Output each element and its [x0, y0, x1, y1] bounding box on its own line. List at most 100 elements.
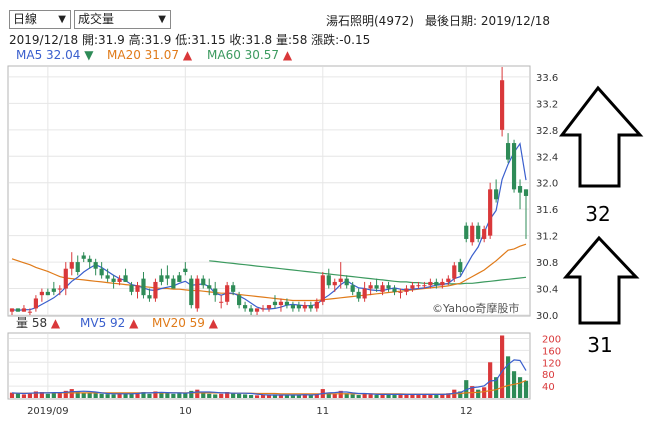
- candle-body: [470, 225, 475, 243]
- price-grid: [9, 67, 529, 316]
- volume-bar: [362, 393, 367, 398]
- volume-bars: [9, 335, 529, 398]
- candle-body: [207, 285, 212, 289]
- price-tick-label: 30.0: [536, 311, 558, 322]
- candle-body: [93, 262, 98, 269]
- volume-bar: [141, 392, 146, 398]
- period-select-value: 日線: [13, 12, 38, 26]
- volume-bar: [51, 392, 56, 398]
- candle-body: [458, 262, 463, 273]
- price-tick-label: 31.2: [536, 232, 558, 243]
- candle-body: [266, 305, 272, 309]
- candle-body: [290, 305, 295, 309]
- volume-bar: [494, 377, 499, 398]
- volume-bar: [219, 393, 224, 398]
- candle-body: [69, 262, 74, 269]
- indicator-select[interactable]: 成交量 ▼: [74, 10, 171, 29]
- candle-body: [111, 278, 116, 282]
- moving-average-lines: [11, 142, 527, 312]
- volume-bar: [207, 393, 212, 398]
- candle-body: [260, 308, 266, 310]
- candle-body: [15, 308, 21, 312]
- volume-bar: [260, 395, 266, 398]
- candle-body: [219, 301, 224, 303]
- candle-body: [183, 268, 188, 273]
- volume-bar: [21, 394, 27, 398]
- mv5-legend-text: MV5 92: [80, 316, 125, 330]
- candle-body: [523, 189, 529, 196]
- volume-grid: [9, 334, 529, 398]
- candle-body: [338, 278, 343, 282]
- volume-bar: [153, 391, 158, 398]
- volume-bar: [27, 393, 33, 398]
- candle-body: [141, 278, 146, 296]
- volume-bar: [189, 390, 194, 398]
- volume-bar: [248, 395, 254, 398]
- candle-body: [39, 291, 44, 296]
- candle-body: [517, 186, 523, 193]
- volume-bar: [201, 392, 206, 398]
- latest-date: 最後日期: 2019/12/18: [425, 14, 551, 28]
- volume-bar: [428, 394, 433, 398]
- candle-body: [165, 275, 170, 279]
- ma60-legend: MA60 30.57 ▲: [207, 48, 292, 62]
- candle-body: [296, 305, 301, 309]
- candle-body: [171, 278, 176, 289]
- candle-body: [123, 275, 128, 282]
- volume-bar: [15, 393, 21, 398]
- quote-high: 高:31.9: [128, 33, 172, 47]
- price-tick-label: 33.6: [536, 73, 558, 84]
- volume-bar: [171, 393, 176, 398]
- candle-body: [57, 288, 62, 290]
- volume-bar: [272, 394, 278, 398]
- stock-name: 湯石照明(4972): [326, 14, 414, 28]
- mv5-legend-label: MV5 92 ▲: [80, 316, 139, 330]
- volume-bar: [374, 395, 379, 398]
- volume-bar: [159, 392, 164, 398]
- volume-bar: [517, 377, 523, 398]
- candle-body: [99, 268, 104, 276]
- volume-bar: [332, 393, 337, 398]
- chevron-down-icon: ▼: [58, 14, 66, 25]
- volume-bar: [380, 393, 385, 398]
- candle-body: [272, 301, 278, 306]
- candle-body: [33, 298, 38, 309]
- candle-body: [147, 295, 152, 299]
- volume-bar: [416, 395, 421, 398]
- volume-bar: [500, 335, 505, 398]
- date-tick-label: 2019/09: [27, 406, 69, 417]
- volume-bar: [505, 356, 511, 398]
- candle-body: [248, 308, 254, 312]
- candle-body: [392, 288, 397, 292]
- volume-bar: [266, 394, 272, 398]
- volume-tick-label: 40: [542, 382, 555, 393]
- candle-body: [153, 281, 158, 299]
- volume-bar: [243, 394, 248, 398]
- ma20-legend: MA20 31.07 ▲: [107, 48, 192, 62]
- volume-bar: [57, 393, 62, 398]
- period-select[interactable]: 日線 ▼: [9, 10, 71, 29]
- volume-bar: [99, 393, 104, 398]
- volume-bar: [278, 395, 284, 398]
- candle-body: [476, 225, 481, 239]
- ma60-line: [209, 260, 527, 285]
- volume-bar: [488, 362, 493, 398]
- volume-tick-label: 120: [542, 358, 561, 369]
- quote-row: 2019/12/18 開:31.9 高:31.9 低:31.15 收:31.8 …: [9, 31, 370, 48]
- price-tick-label: 32.8: [536, 126, 558, 137]
- candle-body: [362, 288, 367, 299]
- candle-body: [452, 265, 457, 279]
- candle-body: [159, 275, 164, 282]
- up-arrow-icon: [562, 235, 640, 325]
- volume-bar: [356, 395, 361, 398]
- watermark: ©Yahoo奇摩股市: [432, 301, 519, 315]
- annotation-upper: 32: [585, 202, 610, 226]
- candle-body: [494, 189, 499, 200]
- mv20-legend-text: MV20 59: [152, 316, 205, 330]
- volume-bar: [195, 389, 200, 398]
- candle-body: [416, 285, 421, 287]
- volume-bar: [225, 392, 230, 398]
- volume-bar: [123, 393, 128, 398]
